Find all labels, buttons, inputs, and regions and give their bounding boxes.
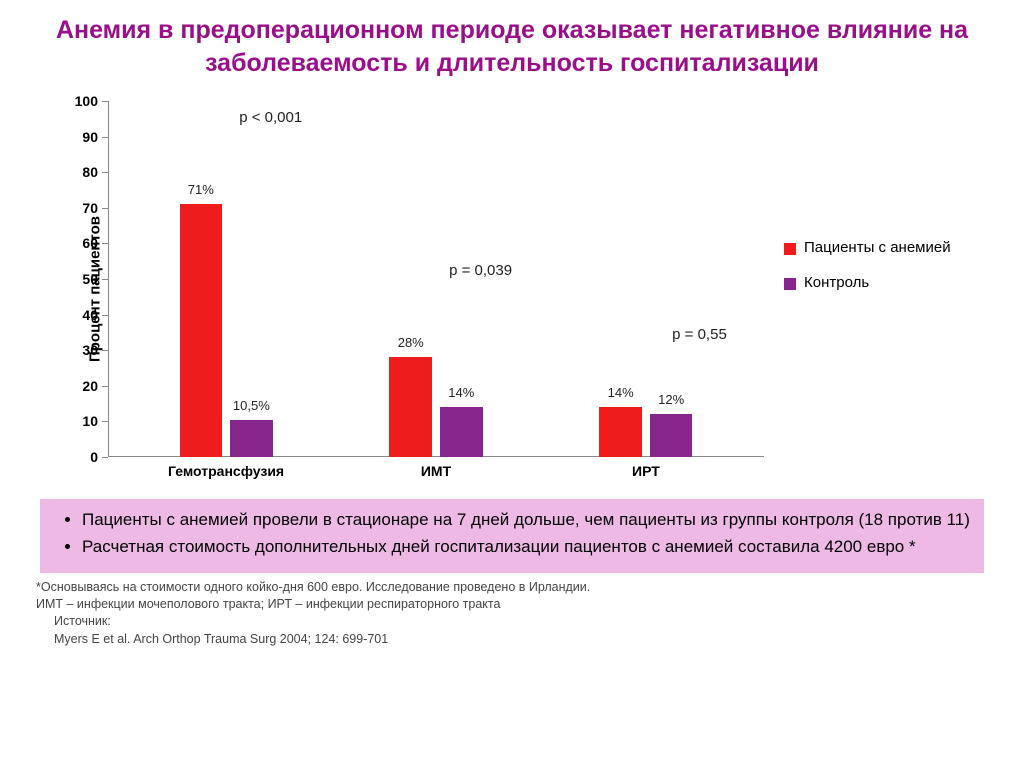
bar bbox=[599, 407, 642, 457]
y-tick-label: 60 bbox=[82, 235, 108, 251]
p-value-label: p = 0,55 bbox=[672, 326, 727, 343]
y-tick-label: 10 bbox=[82, 413, 108, 429]
p-value-label: p = 0,039 bbox=[449, 262, 512, 279]
x-tick-label: Гемотрансфузия bbox=[168, 457, 284, 479]
bar bbox=[650, 414, 693, 457]
footnote-line: Источник: bbox=[36, 613, 984, 629]
x-tick-label: ИМТ bbox=[421, 457, 451, 479]
x-tick-label: ИРТ bbox=[632, 457, 660, 479]
legend-swatch bbox=[784, 243, 796, 255]
y-tick-label: 50 bbox=[82, 271, 108, 287]
slide-title: Анемия в предоперационном периоде оказыв… bbox=[0, 0, 1024, 85]
p-value-label: p < 0,001 bbox=[239, 109, 302, 126]
legend-item: Контроль bbox=[784, 274, 984, 291]
y-tick-label: 40 bbox=[82, 307, 108, 323]
bar-label: 28% bbox=[398, 335, 424, 350]
bar bbox=[230, 420, 273, 457]
note-item: Расчетная стоимость дополнительных дней … bbox=[82, 536, 970, 559]
y-tick-label: 90 bbox=[82, 129, 108, 145]
y-tick-label: 20 bbox=[82, 378, 108, 394]
y-tick-label: 80 bbox=[82, 164, 108, 180]
bar-label: 14% bbox=[608, 385, 634, 400]
legend: Пациенты с анемией Контроль bbox=[784, 239, 984, 309]
legend-label: Пациенты с анемией bbox=[804, 239, 951, 256]
legend-item: Пациенты с анемией bbox=[784, 239, 984, 256]
bar bbox=[180, 204, 223, 457]
footnote: *Основываясь на стоимости одного койко-д… bbox=[36, 579, 984, 647]
bar-label: 10,5% bbox=[233, 398, 270, 413]
chart: Процент пациентов 0102030405060708090100… bbox=[40, 89, 984, 489]
footnote-line: ИМТ – инфекции мочеполового тракта; ИРТ … bbox=[36, 596, 984, 612]
y-tick-label: 30 bbox=[82, 342, 108, 358]
plot-area: 0102030405060708090100Гемотрансфузия71%1… bbox=[108, 101, 764, 457]
notes-box: Пациенты с анемией провели в стационаре … bbox=[40, 499, 984, 573]
legend-label: Контроль bbox=[804, 274, 869, 291]
bar-label: 71% bbox=[188, 182, 214, 197]
note-item: Пациенты с анемией провели в стационаре … bbox=[82, 509, 970, 532]
bar-label: 14% bbox=[448, 385, 474, 400]
footnote-line: Myers E et al. Arch Orthop Trauma Surg 2… bbox=[36, 631, 984, 647]
legend-swatch bbox=[784, 278, 796, 290]
bar bbox=[440, 407, 483, 457]
bar bbox=[389, 357, 432, 457]
footnote-line: *Основываясь на стоимости одного койко-д… bbox=[36, 579, 984, 595]
y-tick-label: 0 bbox=[90, 449, 108, 465]
y-tick-label: 70 bbox=[82, 200, 108, 216]
bar-label: 12% bbox=[658, 392, 684, 407]
y-tick-label: 100 bbox=[75, 93, 108, 109]
